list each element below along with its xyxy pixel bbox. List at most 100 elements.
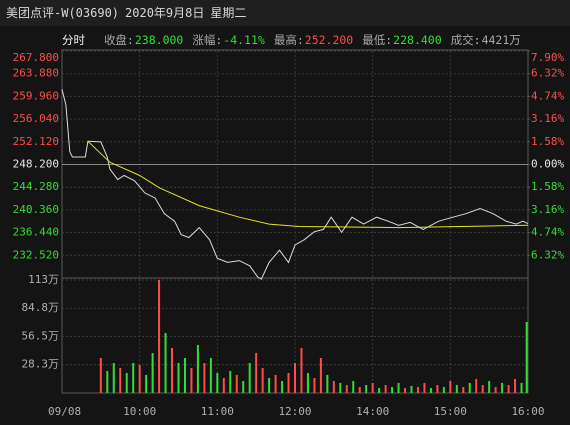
volume-bar: [371, 383, 374, 393]
y2-tick-label: 6.32%: [531, 248, 564, 261]
volume-bar: [274, 375, 277, 393]
y-tick-label: 232.520: [13, 248, 59, 261]
y2-tick-label: 3.16%: [531, 203, 564, 216]
volume-bar: [261, 368, 264, 393]
y2-tick-label: 4.74%: [531, 89, 564, 102]
volume-bar: [520, 383, 523, 393]
volume-bar: [481, 385, 484, 393]
volume-bar: [209, 358, 212, 393]
volume-bar: [501, 383, 504, 393]
quote-item: 涨幅:-4.11%: [192, 33, 265, 47]
volume-bar: [378, 388, 381, 393]
volume-bar: [222, 378, 225, 393]
volume-bar: [416, 387, 419, 393]
volume-bar: [358, 387, 361, 393]
quote-label: 最低:: [362, 33, 393, 47]
volume-bar: [423, 383, 426, 393]
volume-bar: [352, 381, 355, 393]
volume-bar: [306, 373, 309, 393]
quote-value: 238.000: [134, 33, 184, 47]
y2-tick-label: 0.00%: [531, 158, 564, 171]
volume-bar: [158, 280, 161, 393]
y2-tick-label: 3.16%: [531, 112, 564, 125]
volume-bar: [442, 387, 445, 393]
volume-bar: [106, 371, 109, 393]
mode-tab[interactable]: 分时: [62, 33, 85, 47]
quote-item: 成交:4421万: [451, 33, 522, 47]
x-tick-label: 09/08: [48, 405, 81, 418]
quote-value: -4.11%: [223, 33, 265, 47]
volume-bar: [203, 363, 206, 393]
volume-bar: [449, 381, 452, 393]
x-tick-label: 11:00: [201, 405, 234, 418]
volume-bar: [345, 385, 348, 393]
quote-bar: 分时 收盘:238.000 涨幅:-4.11% 最高:252.200 最低:228.4…: [62, 32, 530, 48]
volume-bar: [132, 363, 135, 393]
volume-bar: [145, 375, 148, 393]
volume-bar: [525, 322, 528, 393]
volume-bar: [339, 383, 342, 393]
price-line: [87, 140, 529, 229]
volume-bar: [488, 381, 491, 393]
stock-name: 美团点评-W(03690): [6, 6, 120, 20]
volume-bar: [287, 373, 290, 393]
volume-bar: [112, 363, 115, 393]
quote-item: 最低:228.400: [362, 33, 442, 47]
volume-bar: [235, 375, 238, 393]
y-tick-label: 256.040: [13, 112, 59, 125]
y-tick-label: 267.800: [13, 51, 59, 64]
quote-label: 涨幅:: [192, 33, 223, 47]
volume-bar: [468, 383, 471, 393]
volume-bar: [164, 333, 167, 393]
y-tick-label: 84.8万: [22, 301, 60, 314]
y-tick-label: 259.960: [13, 89, 59, 102]
quote-label: 成交:: [450, 33, 481, 47]
weekday: 星期二: [210, 6, 247, 20]
y-tick-label: 244.280: [13, 180, 59, 193]
volume-bar: [384, 385, 387, 393]
y2-tick-label: 1.58%: [531, 135, 564, 148]
volume-bar: [391, 387, 394, 393]
volume-bar: [255, 353, 258, 393]
y-tick-label: 236.440: [13, 226, 59, 239]
x-tick-label: 16:00: [511, 405, 544, 418]
y-tick-label: 252.120: [13, 135, 59, 148]
volume-bar: [138, 365, 141, 393]
quote-item: 收盘:238.000: [104, 33, 184, 47]
y-tick-label: 240.360: [13, 203, 59, 216]
y-tick-label: 263.880: [13, 67, 59, 80]
volume-bar: [494, 387, 497, 393]
volume-bar: [294, 363, 296, 393]
y2-tick-label: 1.58%: [531, 180, 564, 193]
volume-bar: [462, 387, 465, 393]
quote-value: 252.200: [304, 33, 354, 47]
y-tick-label: 248.200: [13, 158, 59, 171]
quote-value: 228.400: [393, 33, 442, 47]
volume-bar: [410, 386, 413, 393]
volume-bar: [326, 375, 329, 393]
quote-label: 收盘:: [103, 33, 134, 47]
volume-bar: [119, 368, 122, 393]
volume-bar: [300, 348, 303, 393]
volume-bar: [229, 371, 232, 393]
quote-label: 最高:: [273, 33, 304, 47]
y2-tick-label: 6.32%: [531, 67, 564, 80]
volume-bar: [99, 358, 102, 393]
title-bar: 美团点评-W(03690) 2020年9月8日 星期二: [0, 0, 570, 26]
y-tick-label: 56.5万: [22, 330, 60, 343]
volume-bar: [436, 385, 439, 393]
price-line: [61, 89, 529, 280]
x-tick-label: 14:00: [356, 405, 389, 418]
volume-bar: [151, 353, 154, 393]
volume-bar: [281, 381, 284, 393]
volume-bar: [171, 348, 174, 393]
volume-bar: [365, 385, 368, 393]
y-tick-label: 113万: [28, 273, 59, 286]
volume-bar: [125, 373, 128, 393]
y-tick-label: 28.3万: [22, 358, 60, 371]
volume-bar: [177, 363, 180, 393]
volume-bar: [397, 383, 400, 393]
volume-bar: [475, 379, 478, 393]
